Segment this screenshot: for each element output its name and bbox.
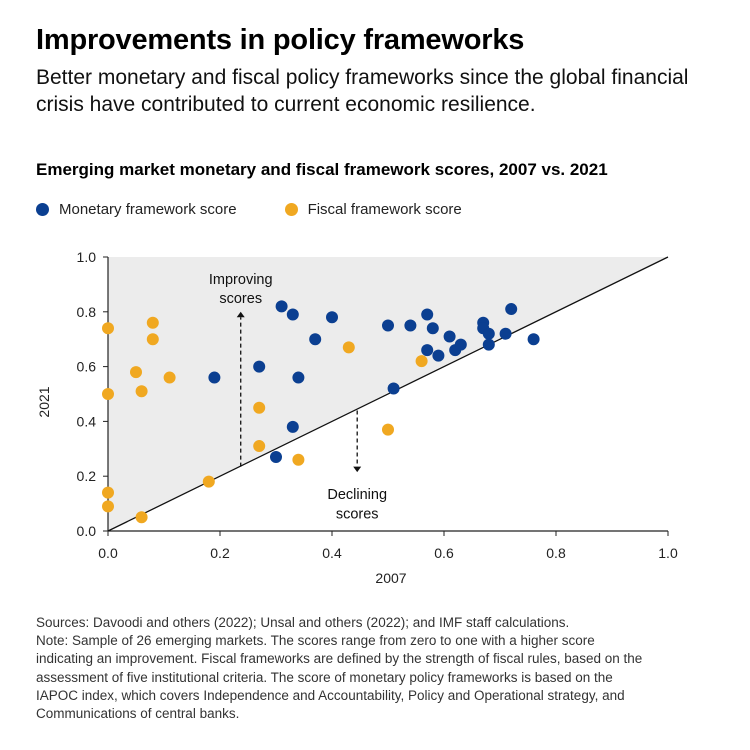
legend-label-monetary: Monetary framework score [59,200,237,218]
monetary-point [505,303,518,316]
annotation-improving-2: scores [219,291,262,307]
fiscal-point [102,322,114,335]
reference-45-line [107,256,669,532]
page-subtitle: Better monetary and fiscal policy framew… [36,66,689,116]
fiscal-point [382,423,394,436]
improving-arrow-head [236,311,245,318]
y-tick-label: 0.4 [77,413,97,429]
fiscal-point [253,401,266,414]
monetary-point [421,308,434,321]
monetary-point [275,300,288,313]
fiscal-point [415,355,428,368]
sources-text: Sources: Davoodi and others (2022); Unsa… [36,615,570,630]
monetary-point [421,344,434,357]
fiscal-point [135,511,148,524]
x-tick-label: 0.4 [322,545,342,561]
note-text: Note: Sample of 26 emerging markets. The… [36,633,643,722]
monetary-point [426,322,439,335]
monetary-point [499,327,512,340]
fiscal-point [202,475,215,488]
monetary-point [253,360,266,373]
y-axis-title: 2021 [36,386,52,417]
monetary-point [443,330,456,343]
fiscal-point [146,333,159,346]
monetary-point [270,451,282,464]
monetary-point [382,319,394,332]
fiscal-point [146,316,159,329]
monetary-point [286,420,299,433]
annotation-improving: Improving [209,272,273,288]
fiscal-point [342,341,355,354]
monetary-point [527,333,540,346]
x-tick-label: 1.0 [658,545,678,561]
monetary-point [208,371,221,384]
fiscal-point [292,453,305,466]
legend-item-fiscal: Fiscal framework score [284,200,462,218]
page-title: Improvements in policy frameworks [36,24,525,56]
y-tick-label: 0.2 [77,468,97,484]
annotation-declining: Declining [327,487,387,503]
fiscal-point [102,388,114,400]
scatter-chart: 0.0 0.2 0.4 0.6 0.8 1.0 0.0 0.2 0.4 0.6 0.8 1.0 2007… [36,249,678,586]
x-tick-label: 0.0 [98,545,118,561]
monetary-point [404,319,417,332]
annotation-declining-2: scores [336,507,379,523]
x-tick-label: 0.8 [546,545,566,561]
fiscal-point [253,440,266,453]
x-axis-title: 2007 [375,570,406,586]
y-tick-label: 1.0 [77,249,97,265]
monetary-point [326,311,338,324]
y-tick-label: 0.8 [77,304,97,320]
chart-legend: Monetary framework score Fiscal framewor… [36,199,510,219]
monetary-point [482,327,495,340]
legend-item-monetary: Monetary framework score [36,201,237,218]
chart-notes: Sources: Davoodi and others (2022); Unsa… [36,614,646,723]
x-tick-label: 0.6 [434,545,454,561]
monetary-point [432,349,445,362]
fiscal-point [102,500,114,513]
monetary-point [387,382,400,395]
legend-marker-monetary [36,202,49,216]
monetary-point [454,338,467,351]
monetary-point [286,308,299,321]
fiscal-point [135,385,148,398]
declining-arrow-head [353,466,362,473]
y-tick-label: 0.0 [77,523,97,539]
legend-label-fiscal: Fiscal framework score [307,200,462,218]
monetary-point [292,371,305,384]
legend-marker-fiscal [284,202,298,216]
x-tick-label: 0.2 [210,545,230,561]
fiscal-point [130,366,142,379]
chart-title: Emerging market monetary and fiscal fram… [36,160,608,179]
fiscal-point [163,371,176,384]
monetary-point [309,333,322,346]
y-tick-label: 0.6 [77,359,97,375]
fiscal-point [102,486,114,499]
monetary-point [482,338,495,351]
